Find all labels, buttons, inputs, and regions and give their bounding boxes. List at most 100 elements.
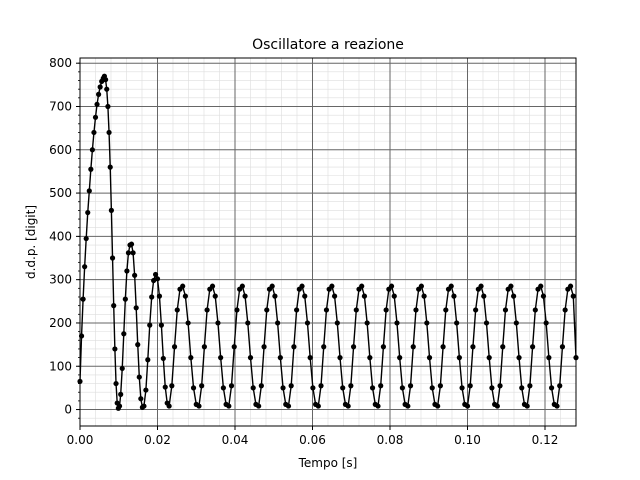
data-point [231, 344, 237, 350]
data-point [456, 355, 462, 361]
data-point [307, 355, 313, 361]
data-point [494, 403, 500, 409]
x-tick-label: 0.10 [454, 433, 481, 447]
data-point [162, 384, 168, 390]
data-point [151, 277, 157, 284]
data-point [418, 283, 424, 289]
data-point [451, 293, 457, 299]
data-point [294, 307, 300, 313]
data-point [364, 320, 370, 326]
data-point [226, 403, 232, 409]
data-point [158, 322, 164, 328]
data-point [154, 276, 161, 282]
data-point [302, 293, 308, 299]
data-point [190, 385, 197, 391]
data-point [169, 383, 175, 389]
data-point [147, 322, 153, 328]
data-point [128, 241, 135, 247]
data-point [250, 385, 256, 391]
x-tick-label: 0.06 [299, 433, 326, 447]
data-point [124, 268, 130, 274]
data-point [275, 320, 281, 326]
data-point [391, 293, 397, 299]
data-point [215, 320, 221, 326]
x-tick-label: 0.12 [532, 433, 559, 447]
data-point [218, 355, 224, 361]
data-point [570, 293, 576, 299]
data-point [109, 255, 116, 261]
data-point [380, 344, 387, 350]
data-point [171, 344, 178, 350]
data-point [331, 293, 338, 299]
data-point [511, 293, 517, 299]
x-tick-label: 0.08 [377, 433, 404, 447]
data-point [258, 383, 264, 389]
data-point [497, 383, 503, 389]
data-point [567, 283, 574, 289]
data-point [242, 293, 248, 299]
data-point [106, 129, 112, 136]
data-point [119, 365, 125, 372]
data-point [97, 84, 103, 90]
y-tick-label: 700 [49, 99, 72, 113]
data-point [133, 305, 139, 311]
data-point [156, 293, 163, 299]
y-tick-label: 300 [49, 273, 72, 287]
data-point [369, 385, 376, 391]
data-point [285, 403, 292, 409]
data-point [546, 355, 552, 361]
data-point [188, 355, 194, 361]
data-point [388, 283, 395, 289]
data-point [329, 283, 335, 289]
data-point [481, 293, 487, 299]
data-point [304, 320, 311, 326]
data-point [269, 283, 275, 289]
chart-title: Oscillatore a reazione [252, 37, 404, 53]
data-point [94, 101, 100, 107]
data-point [239, 283, 245, 289]
data-point [135, 342, 141, 348]
data-point [318, 383, 324, 389]
data-point [220, 385, 226, 391]
y-tick-label: 400 [49, 229, 72, 243]
data-point [261, 344, 267, 350]
data-point [136, 374, 142, 380]
data-point [557, 383, 563, 389]
data-point [337, 355, 343, 361]
data-point [467, 383, 473, 389]
data-point [160, 355, 166, 362]
data-point [470, 344, 476, 350]
data-point [107, 164, 113, 170]
data-point [116, 403, 123, 409]
y-tick-label: 800 [49, 56, 72, 70]
data-point [530, 344, 536, 350]
data-point [310, 385, 316, 391]
data-point [459, 385, 465, 391]
data-point [138, 396, 144, 402]
data-point [502, 307, 509, 313]
data-point [149, 294, 155, 300]
y-tick-label: 600 [49, 143, 72, 157]
data-point [174, 307, 180, 313]
data-point [540, 293, 547, 299]
data-point [554, 403, 560, 409]
data-point [80, 296, 86, 302]
data-point [397, 355, 403, 361]
data-point [486, 355, 492, 361]
data-point [92, 114, 99, 120]
plot-area [77, 57, 579, 427]
data-point [132, 272, 138, 278]
data-point [185, 320, 191, 326]
data-point [111, 303, 117, 309]
data-point [348, 383, 354, 389]
data-point [440, 344, 446, 350]
data-point [538, 283, 544, 289]
data-point [199, 383, 205, 389]
data-point [83, 235, 89, 242]
data-point [104, 86, 110, 92]
data-point [277, 355, 283, 361]
data-point [350, 344, 357, 350]
data-point [166, 403, 172, 409]
data-point [383, 307, 389, 313]
